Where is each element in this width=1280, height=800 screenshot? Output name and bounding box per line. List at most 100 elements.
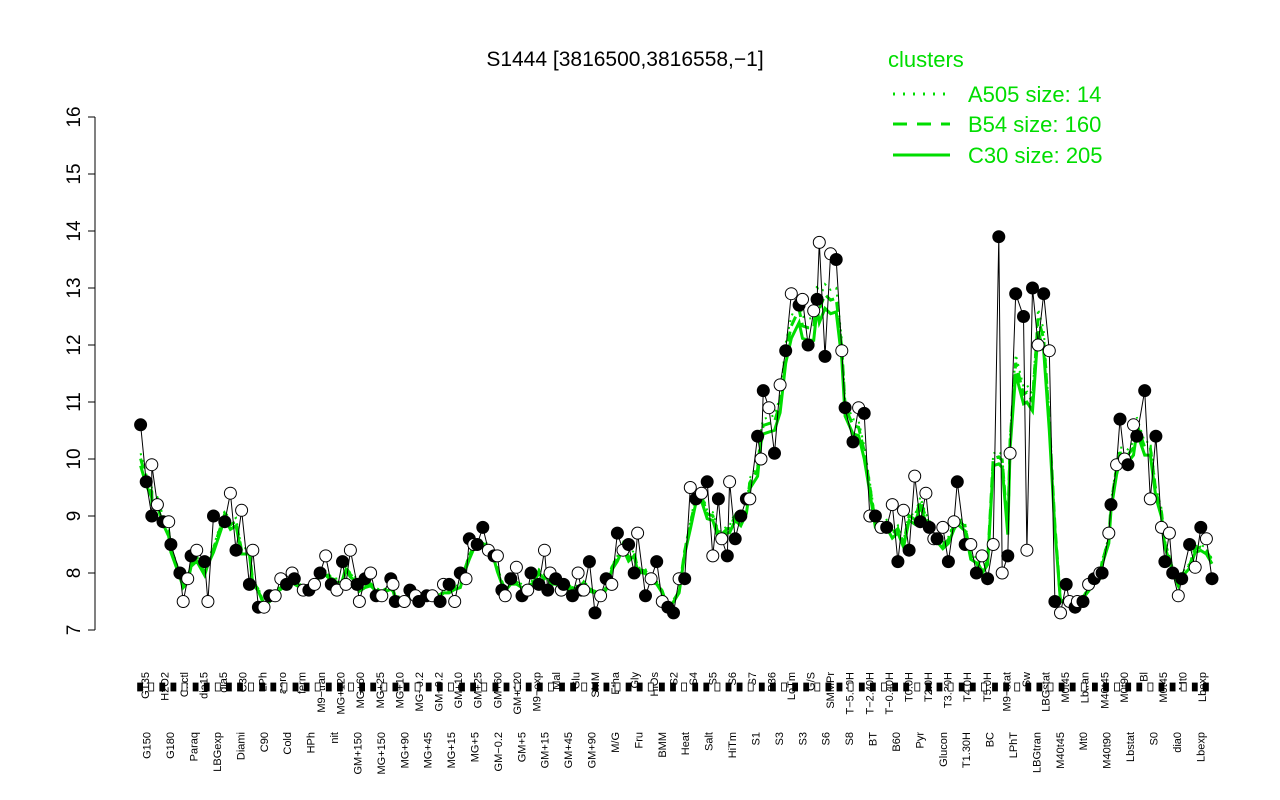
x-tick-label: S6 <box>821 732 833 745</box>
x-rug-marker <box>303 682 310 692</box>
data-point-open <box>796 292 809 306</box>
data-point-filled <box>541 583 555 597</box>
x-rug-marker <box>725 682 732 692</box>
x-rug-marker <box>1114 682 1120 692</box>
data-point-filled <box>1138 384 1152 398</box>
data-point-open <box>762 401 776 415</box>
data-point-open <box>521 583 535 597</box>
data-point-filled <box>470 538 484 551</box>
x-tick-label: LBGexp <box>212 732 224 772</box>
x-tick-label: Cold <box>282 732 294 755</box>
x-tick-label: S3 <box>797 732 809 745</box>
data-point-filled <box>1001 549 1015 563</box>
y-tick-label: 13 <box>64 277 85 298</box>
x-rug-marker <box>403 682 410 692</box>
x-rug-marker <box>392 682 399 692</box>
data-point-open <box>352 595 366 608</box>
x-rug-marker <box>981 682 987 692</box>
x-tick-label: GM+150 <box>352 732 364 775</box>
data-point-filled <box>801 338 815 352</box>
x-tick-label: LBGtran <box>1031 732 1043 773</box>
data-point-open <box>919 486 933 500</box>
data-point-filled <box>969 566 983 580</box>
data-point-open <box>268 589 282 603</box>
data-point-open <box>773 378 787 392</box>
x-tick-label: Heat <box>680 732 692 755</box>
data-point-open <box>1031 338 1045 352</box>
y-tick-label: 9 <box>64 511 85 522</box>
data-point-open <box>150 498 164 512</box>
x-rug-marker <box>758 682 765 692</box>
x-tick-label: BMM <box>657 732 669 758</box>
data-point-open <box>1199 532 1213 546</box>
data-point-filled <box>1009 287 1023 301</box>
x-rug-marker <box>214 682 221 692</box>
x-tick-label: S3 <box>774 732 786 745</box>
data-point-filled <box>1158 555 1172 569</box>
x-tick-label: GM+120 <box>512 672 524 715</box>
data-point-open <box>1143 492 1157 506</box>
x-tick-label: GM+90 <box>587 732 599 768</box>
x-rug-marker <box>825 682 832 692</box>
x-rug-marker <box>359 682 366 692</box>
data-point-open <box>812 235 826 249</box>
data-point-open <box>835 344 849 358</box>
x-rug-marker <box>881 682 887 692</box>
x-tick-label: S8 <box>844 732 856 745</box>
y-tick-label: 14 <box>64 220 85 242</box>
x-tick-label: Lbstat <box>1125 732 1137 762</box>
x-rug-marker <box>1080 682 1087 692</box>
data-point-filled <box>868 509 882 523</box>
data-point-open <box>908 469 922 483</box>
data-point-filled <box>207 509 220 523</box>
data-point-open <box>1054 606 1067 620</box>
data-point-open <box>190 543 204 557</box>
x-tick-label: MG+15 <box>446 732 458 768</box>
data-point-filled <box>891 555 905 569</box>
x-tick-label: M40t45 <box>1055 732 1067 769</box>
data-point-filled <box>1059 577 1073 591</box>
data-point-filled <box>1076 595 1090 608</box>
data-point-open <box>947 515 961 529</box>
data-point-open <box>995 566 1009 580</box>
x-rug-marker <box>903 682 910 692</box>
data-point-open <box>490 549 504 563</box>
x-tick-label: MG+120 <box>336 672 348 715</box>
x-tick-label: G180 <box>165 732 177 759</box>
data-point-open <box>397 595 411 608</box>
x-rug-marker <box>1058 682 1065 692</box>
data-point-open <box>319 549 333 563</box>
y-tick-label: 11 <box>64 392 85 412</box>
x-tick-label: Fru <box>633 732 645 749</box>
data-point-open <box>509 560 523 574</box>
data-point-open <box>386 577 400 591</box>
data-point-filled <box>829 253 843 266</box>
data-point-filled <box>941 555 955 569</box>
x-rug-marker <box>1069 682 1076 692</box>
x-rug-marker <box>947 682 954 692</box>
data-point-open <box>235 503 249 517</box>
x-tick-label: S5 <box>708 672 720 685</box>
x-rug-marker <box>603 682 610 692</box>
x-tick-label: T−0.40H <box>884 672 896 715</box>
x-rug-marker <box>714 682 721 692</box>
x-rug-marker <box>858 682 865 692</box>
x-tick-label: MG+5 <box>470 732 482 762</box>
data-point-filled <box>950 475 964 489</box>
x-tick-label: M9−stat <box>1001 672 1013 711</box>
data-point-open <box>571 566 585 580</box>
x-rug-marker <box>1158 682 1165 692</box>
data-point-filled <box>627 566 641 580</box>
data-point-filled <box>857 406 871 420</box>
data-point-open <box>201 595 215 608</box>
x-tick-label: Salt <box>704 732 716 751</box>
x-tick-label: S4 <box>688 672 700 685</box>
data-point-filled <box>728 532 742 546</box>
x-rug-marker <box>181 682 188 692</box>
data-point-filled <box>557 577 571 591</box>
x-tick-label: Paraq <box>189 732 201 761</box>
data-point-filled <box>588 606 602 620</box>
data-point-open <box>246 543 260 557</box>
data-point-filled <box>1113 412 1127 426</box>
